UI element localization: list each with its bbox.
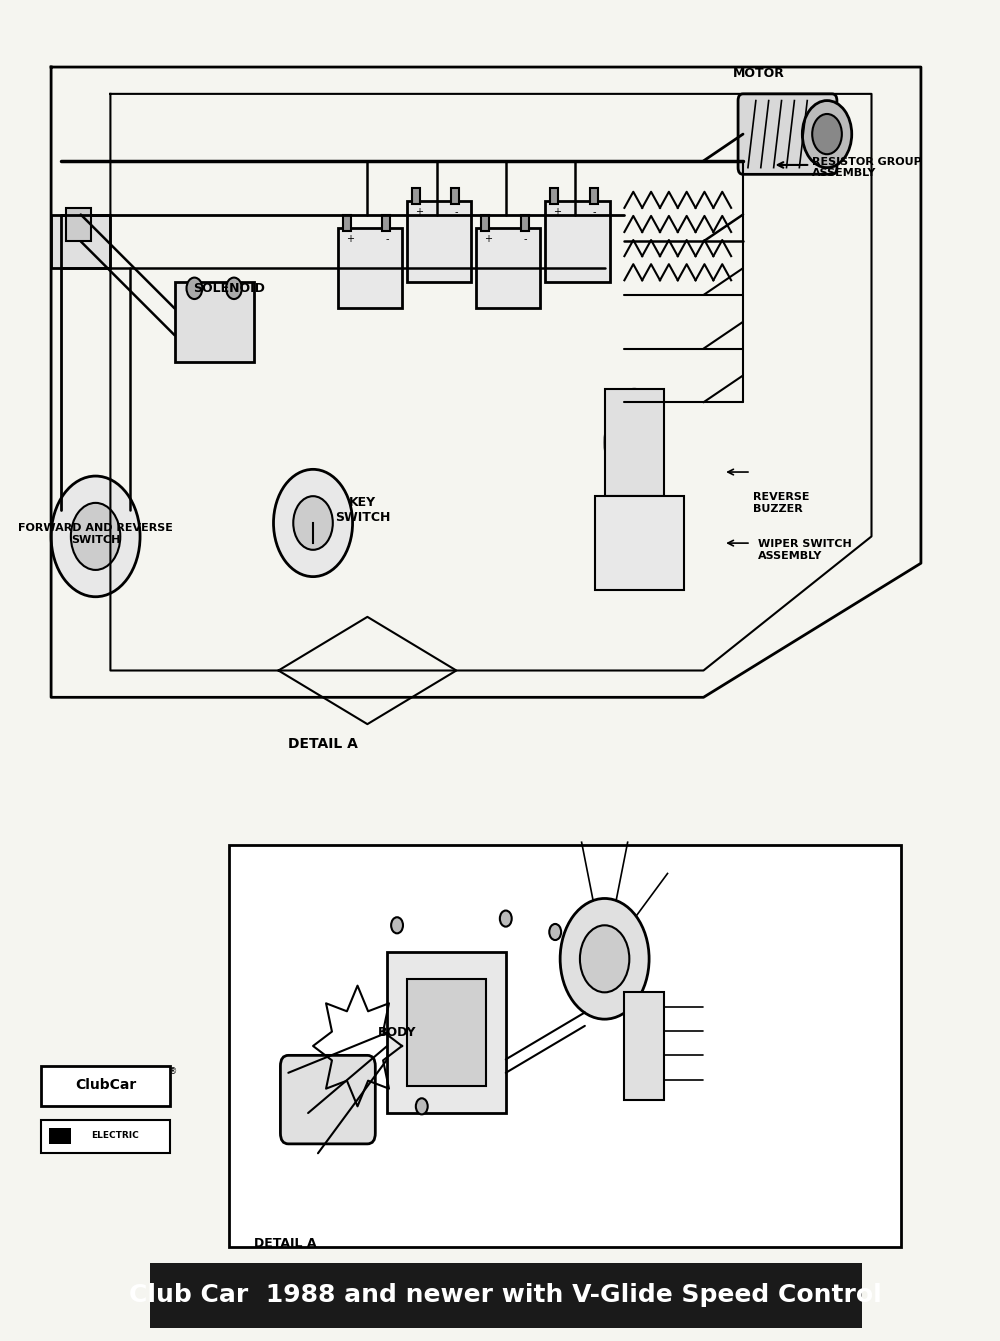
Text: RESISTOR GROUP
ASSEMBLY: RESISTOR GROUP ASSEMBLY (812, 157, 922, 178)
Text: REVERSE
BUZZER: REVERSE BUZZER (753, 492, 809, 514)
Bar (343, 215, 351, 231)
Text: ClubCar: ClubCar (75, 1078, 136, 1092)
Bar (624, 992, 664, 1100)
Text: +: + (553, 207, 561, 217)
Bar (51, 215, 110, 268)
Circle shape (416, 1098, 428, 1114)
Bar (545, 201, 610, 282)
Bar (407, 979, 486, 1086)
Bar (476, 228, 540, 308)
Bar (407, 201, 471, 282)
Circle shape (71, 503, 120, 570)
Circle shape (580, 925, 629, 992)
Circle shape (293, 496, 333, 550)
Circle shape (226, 278, 242, 299)
Bar (590, 188, 598, 204)
Bar (451, 188, 459, 204)
Bar (175, 282, 254, 362)
Bar (595, 496, 684, 590)
Text: +: + (415, 207, 423, 217)
Text: ®: ® (169, 1067, 177, 1075)
Text: DETAIL A: DETAIL A (288, 738, 358, 751)
Circle shape (560, 898, 649, 1019)
Text: FORWARD AND REVERSE
SWITCH: FORWARD AND REVERSE SWITCH (18, 523, 173, 544)
Text: Club Car  1988 and newer with V-Glide Speed Control: Club Car 1988 and newer with V-Glide Spe… (129, 1283, 882, 1307)
Circle shape (51, 476, 140, 597)
Circle shape (391, 917, 403, 933)
Bar (338, 228, 402, 308)
Circle shape (549, 924, 561, 940)
Bar (66, 208, 91, 241)
Text: -: - (593, 207, 596, 217)
Text: BODY: BODY (378, 1026, 416, 1039)
Text: KEY
SWITCH: KEY SWITCH (335, 496, 390, 524)
Circle shape (812, 114, 842, 154)
Circle shape (187, 278, 202, 299)
Bar (41, 1066, 170, 1106)
Bar (41, 1120, 170, 1153)
Circle shape (273, 469, 353, 577)
FancyBboxPatch shape (738, 94, 837, 174)
Text: -: - (385, 233, 389, 244)
Text: WIPER SWITCH
ASSEMBLY: WIPER SWITCH ASSEMBLY (758, 539, 852, 561)
Text: -: - (455, 207, 458, 217)
Text: SOLENOID: SOLENOID (193, 282, 265, 295)
Circle shape (500, 911, 512, 927)
Text: -: - (524, 233, 527, 244)
Text: DETAIL A: DETAIL A (254, 1236, 316, 1250)
Text: ELECTRIC: ELECTRIC (91, 1132, 139, 1140)
Bar (31, 40, 970, 724)
Text: +: + (346, 233, 354, 244)
Bar (229, 845, 901, 1247)
Bar (550, 188, 558, 204)
Bar (387, 952, 506, 1113)
Circle shape (802, 101, 852, 168)
Bar (412, 188, 420, 204)
Bar (382, 215, 390, 231)
Text: DS: DS (50, 1129, 70, 1143)
Bar (605, 389, 664, 496)
FancyBboxPatch shape (280, 1055, 375, 1144)
FancyBboxPatch shape (150, 1263, 862, 1328)
Bar (521, 215, 529, 231)
Text: MOTOR: MOTOR (733, 67, 785, 80)
Bar (481, 215, 489, 231)
Text: +: + (484, 233, 492, 244)
